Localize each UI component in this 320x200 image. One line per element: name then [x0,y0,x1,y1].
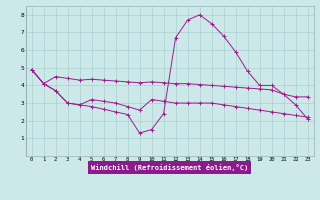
X-axis label: Windchill (Refroidissement éolien,°C): Windchill (Refroidissement éolien,°C) [91,164,248,171]
